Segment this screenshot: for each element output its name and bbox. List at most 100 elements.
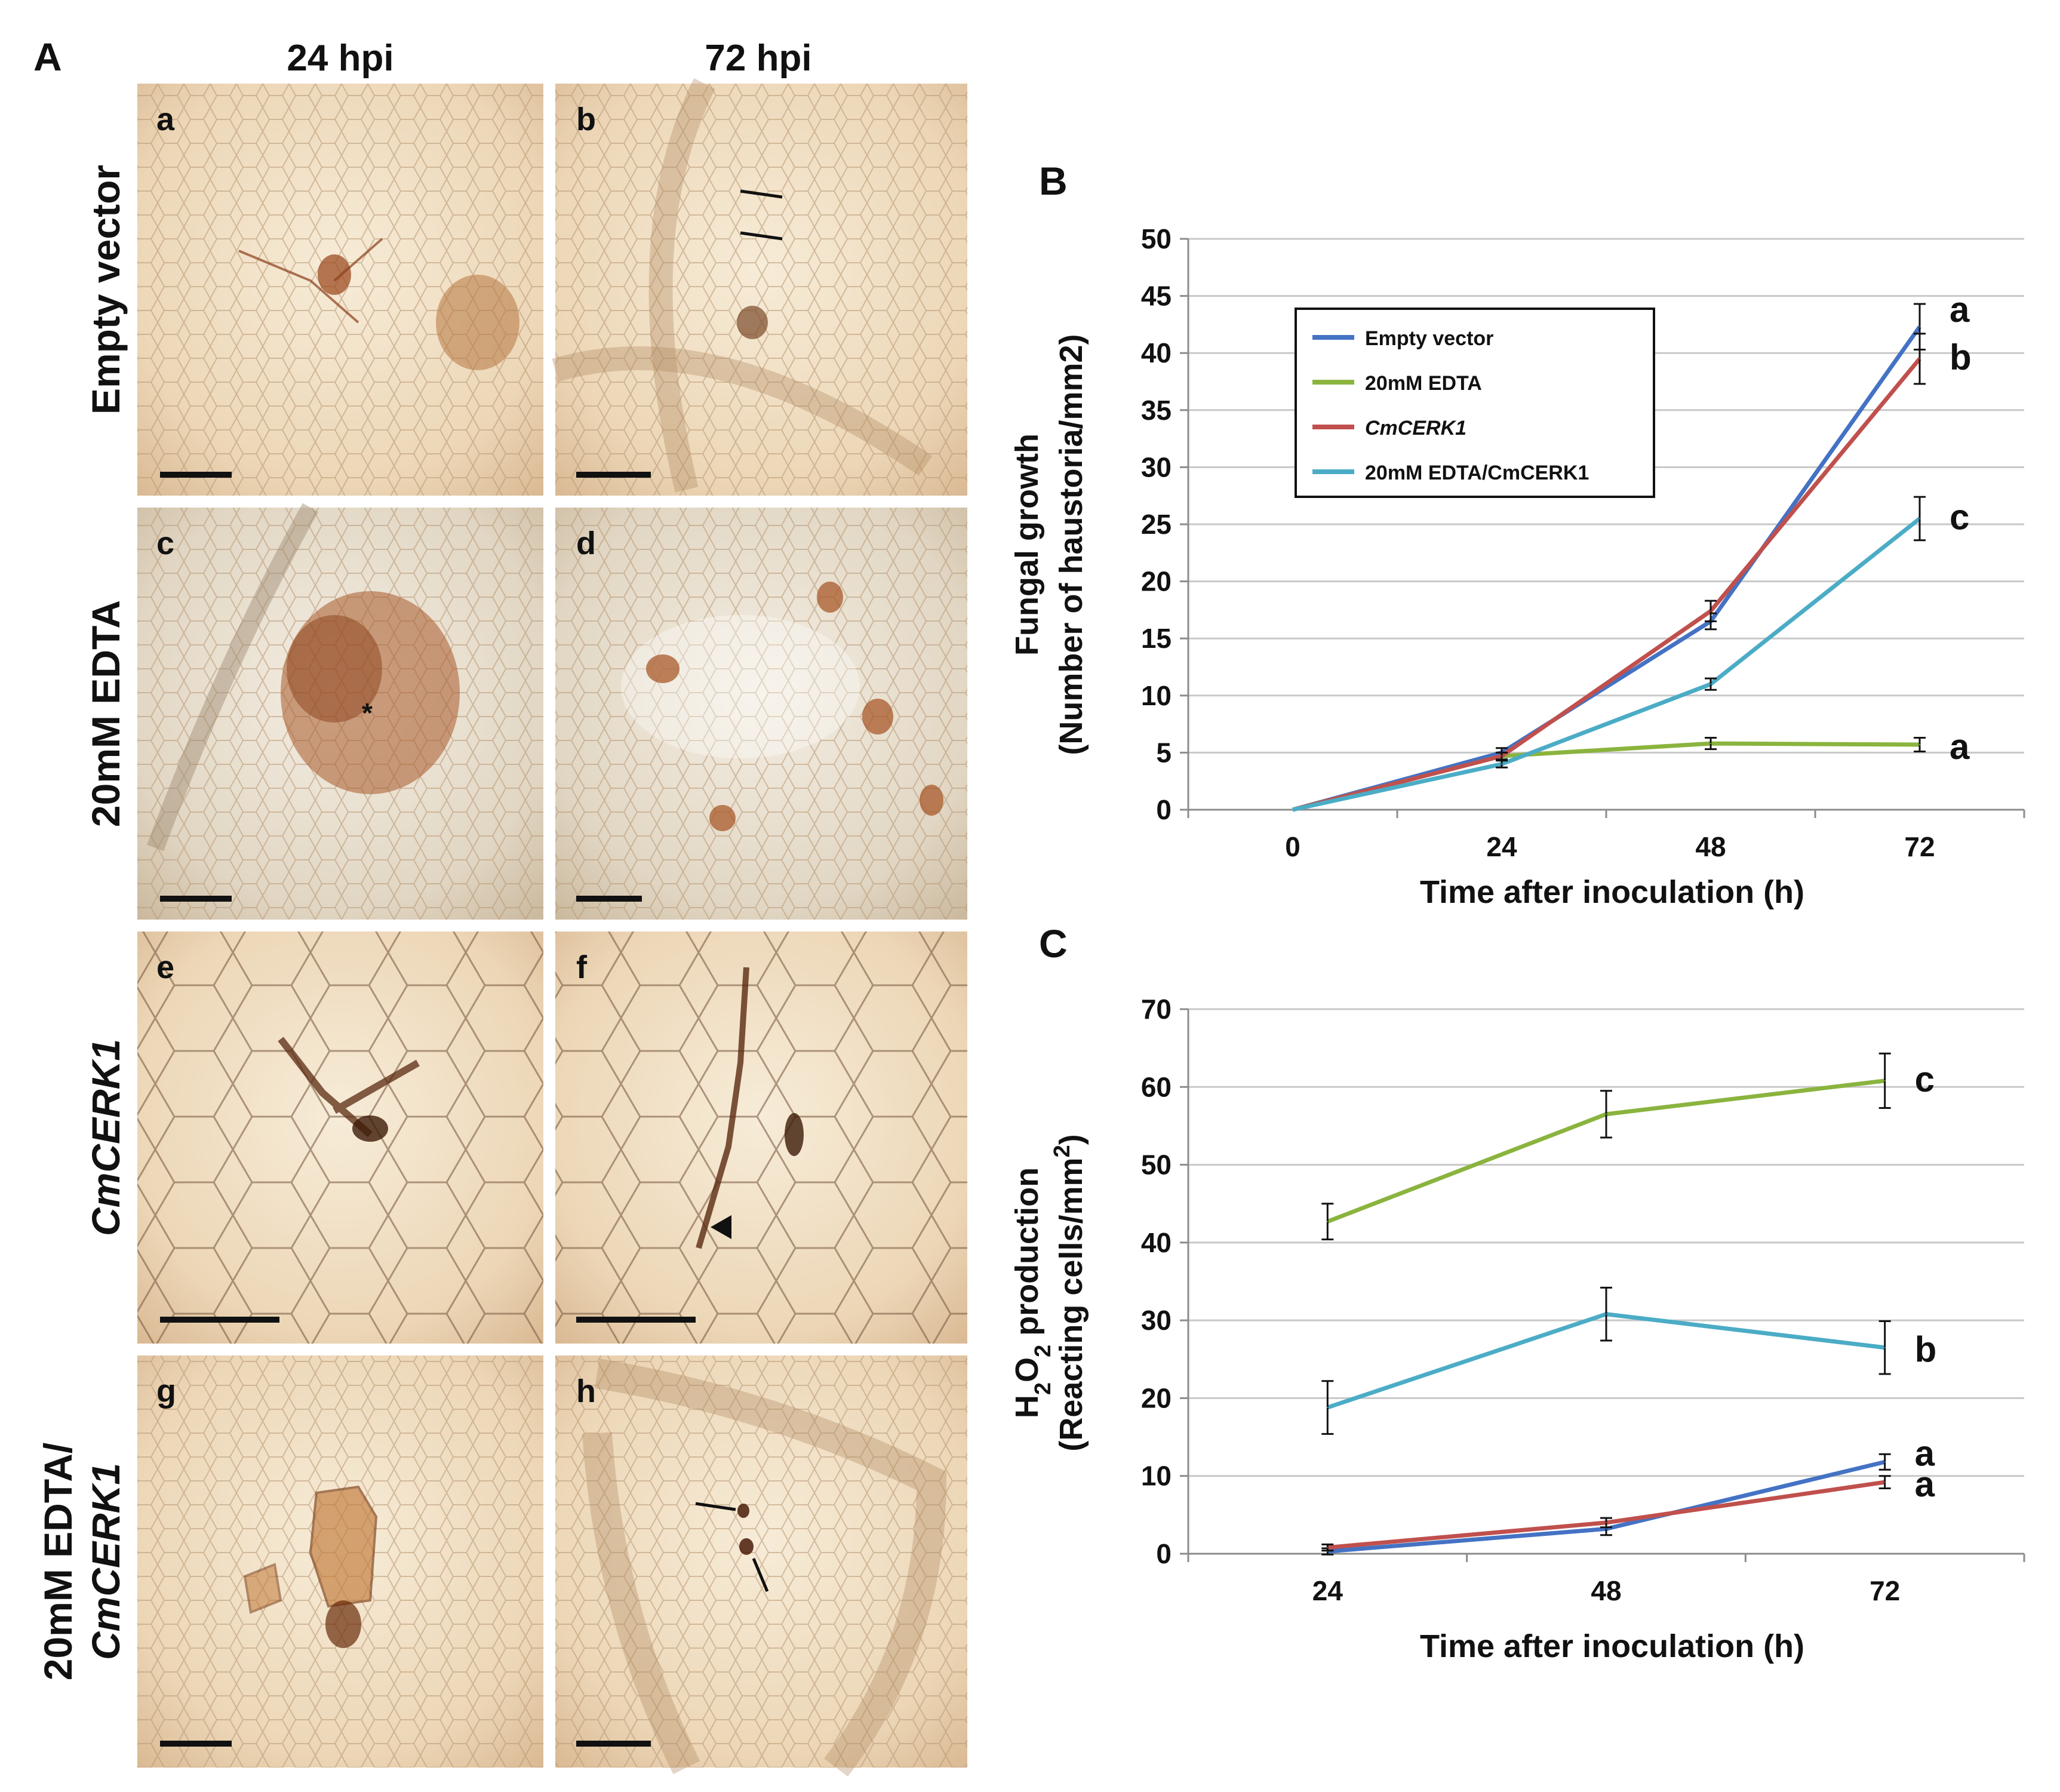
c-point [1884,1080,1886,1081]
c-series-20mm-edta [1321,1052,1891,1241]
c-xtick-label: 48 [1591,1575,1621,1606]
subpanel-f-label: f [576,949,588,985]
b-ytick-label: 20 [1141,566,1172,597]
b-point [1919,358,1920,359]
c-ytick-label: 40 [1141,1227,1172,1258]
subpanel-a-label: a [156,102,175,137]
panel-a: A 24 hpi 72 hpi Empty vector 20mM EDTA C… [33,35,967,1777]
row-label-empty-vector: Empty vector [84,165,128,414]
b-ytick-label: 15 [1141,623,1172,654]
micrograph-b: b [552,78,967,496]
micrograph-d: d [555,508,967,920]
c-point [1327,1221,1329,1222]
b-ytick-label: 25 [1141,509,1172,540]
subpanel-e-label: e [156,949,174,985]
panel-c-label: C [1039,921,1068,966]
b-point [1919,744,1920,746]
c-series-20mm-edta-cmcerk1 [1321,1286,1891,1435]
b-point [1501,763,1502,765]
micrograph-c: * c [137,503,543,920]
c-ylabel-line1: H2O2 production [1009,1167,1056,1418]
c-point [1327,1547,1329,1548]
legend-label-edta-cmcerk1: 20mM EDTA/CmCERK1 [1365,462,1589,484]
c-significance-label: a [1915,1464,1935,1504]
b-xtick-label: 0 [1285,831,1300,862]
c-ytick-label: 50 [1141,1149,1172,1181]
row-label-cmcerk1: CmCERK1 [84,1039,128,1236]
legend-label-empty-vector: Empty vector [1365,327,1493,350]
subpanel-c-label: c [156,525,174,561]
b-point [1919,518,1920,520]
column-label-72hpi: 72 hpi [705,38,811,79]
b-point [1710,610,1711,612]
b-ytick-label: 30 [1141,451,1172,482]
b-significance-label: a [1950,290,1970,330]
b-ytick-label: 5 [1156,737,1172,768]
micrograph-h: h [555,1355,967,1777]
micrograph-a: a [137,84,543,496]
b-ytick-label: 40 [1141,337,1172,368]
c-xlabel: Time after inoculation (h) [1420,1628,1804,1664]
c-xtick-label: 72 [1870,1575,1900,1606]
legend-label-edta: 20mM EDTA [1365,372,1482,395]
subpanel-d-label: d [576,525,596,561]
c-point [1606,1113,1607,1115]
subpanel-b-label: b [576,102,596,137]
c-significance-label: a [1915,1433,1935,1473]
subpanel-g-label: g [156,1373,176,1409]
c-significance-label: b [1915,1330,1937,1370]
row-label-edta-cmcerk1-line1: 20mM EDTA/ [36,1443,80,1681]
b-point [1292,809,1293,810]
b-ytick-label: 35 [1141,395,1172,426]
b-point [1501,755,1502,757]
c-point [1327,1407,1329,1409]
c-point [1884,1461,1886,1463]
row-label-edta: 20mM EDTA [84,600,128,827]
c-ytick-label: 10 [1141,1461,1172,1492]
panel-a-label: A [33,35,62,79]
b-series-cmcerk1 [1292,333,1926,812]
micrograph-f: f [555,932,967,1344]
c-ytick-label: 0 [1156,1538,1172,1569]
c-line-cmcerk1 [1327,1480,1886,1550]
c-point [1606,1313,1607,1315]
b-ylabel-line1: Fungal growth [1009,434,1045,656]
panel-c-chart: C 0 10 20 30 40 50 60 70 24 48 72 c b aa H2O2 produ… [1009,921,2025,1664]
b-series-20mm-edta [1292,737,1926,812]
b-point [1919,326,1920,328]
asterisk-marker: * [362,697,373,729]
c-ytick-label: 30 [1141,1305,1172,1336]
b-xtick-label: 72 [1904,831,1935,862]
c-ytick-label: 20 [1141,1382,1172,1413]
b-ylabel-line2: (Number of haustoria/mm2) [1053,334,1089,755]
c-point [1606,1521,1607,1523]
c-ytick-label: 70 [1141,994,1172,1025]
b-ytick-label: 45 [1141,281,1172,312]
micrograph-g: g [137,1355,543,1768]
b-ytick-label: 50 [1141,223,1172,254]
b-line-cmcerk1 [1292,357,1921,812]
b-xtick-label: 48 [1695,831,1726,862]
c-point [1884,1481,1886,1483]
c-ylabel-line2: (Reacting cells/mm2) [1050,1134,1089,1451]
c-point [1884,1347,1886,1348]
c-series-cmcerk1 [1321,1475,1891,1552]
b-line-20mm-edta-cmcerk1 [1292,517,1921,812]
legend-label-cmcerk1: CmCERK1 [1365,417,1466,439]
panel-b-label: B [1039,159,1068,203]
b-ytick-label: 0 [1156,794,1172,825]
c-point [1606,1528,1607,1530]
column-label-24hpi: 24 hpi [287,38,393,79]
c-ytick-label: 60 [1141,1071,1172,1102]
c-xtick-label: 24 [1312,1575,1343,1606]
b-significance-label: a [1950,727,1970,767]
b-xlabel: Time after inoculation (h) [1420,874,1804,910]
row-label-edta-cmcerk1-line2: CmCERK1 [84,1463,128,1660]
b-ytick-label: 10 [1141,680,1172,711]
b-point [1710,683,1711,685]
b-significance-label: b [1950,337,1972,377]
b-point [1710,743,1711,745]
c-significance-label: c [1915,1059,1935,1099]
